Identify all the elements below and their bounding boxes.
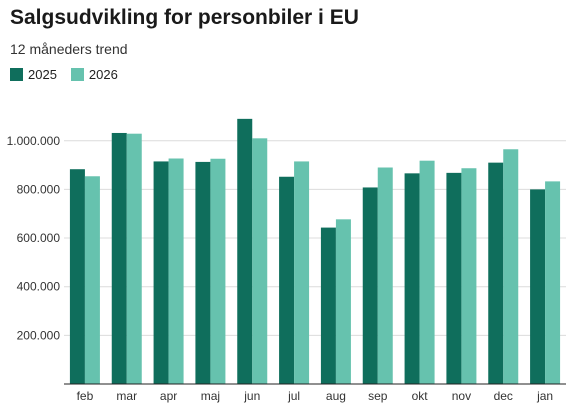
bar-2026-jun [252, 138, 268, 384]
legend-label-2025: 2025 [28, 67, 57, 82]
x-tick-label-maj: maj [201, 389, 220, 403]
bar-2025-apr [153, 161, 169, 384]
bar-2026-jan [545, 181, 561, 384]
x-tick-label-feb: feb [77, 389, 94, 403]
bar-2026-okt [419, 160, 435, 384]
bar-2025-sep [362, 187, 378, 384]
x-tick-label-jan: jan [536, 389, 553, 403]
x-tick-label-jul: jul [287, 389, 300, 403]
chart-subtitle: 12 måneders trend [10, 41, 128, 57]
bar-2025-nov [446, 172, 462, 384]
bars [69, 118, 561, 385]
bar-2025-mar [111, 132, 127, 384]
x-tick-label-sep: sep [368, 389, 388, 403]
x-tick-label-mar: mar [116, 389, 137, 403]
x-tick-label-jun: jun [243, 389, 260, 403]
bar-2026-aug [335, 219, 351, 384]
y-tick-label: 1.000.000 [7, 134, 61, 148]
bar-2025-aug [320, 227, 336, 384]
x-tick-label-nov: nov [452, 389, 471, 403]
bar-2025-jun [237, 118, 253, 385]
bar-2025-feb [69, 169, 85, 384]
axes: 200.000 400.000 600.000 800.000 1.000.000 feb… [7, 134, 566, 403]
y-tick-label: 800.000 [17, 182, 61, 196]
x-tick-label-dec: dec [494, 389, 513, 403]
gridlines [64, 140, 566, 336]
bar-2026-feb [84, 176, 100, 384]
legend-item-2026: 2026 [70, 67, 118, 82]
y-tick-label: 200.000 [17, 328, 61, 342]
x-tick-label-apr: apr [160, 389, 177, 403]
y-tick-label: 400.000 [17, 280, 61, 294]
bar-2025-maj [195, 161, 211, 384]
bar-2025-dec [488, 162, 504, 384]
legend-label-2026: 2026 [88, 67, 118, 82]
bar-2025-jan [530, 189, 546, 384]
bar-2026-jul [294, 161, 310, 384]
x-tick-label-aug: aug [326, 389, 346, 403]
bar-2026-sep [377, 167, 393, 384]
bar-2026-apr [168, 158, 184, 384]
y-tick-label: 600.000 [17, 231, 61, 245]
chart-title: Salgsudvikling for personbiler i EU [10, 6, 359, 29]
bar-2025-jul [279, 176, 295, 384]
legend-item-2025: 2025 [10, 67, 57, 82]
legend-swatch-2025 [10, 68, 23, 81]
legend-swatch-2026 [70, 68, 84, 81]
bar-2026-dec [503, 149, 519, 384]
bar-2025-okt [404, 173, 420, 384]
legend: 2025 2026 [10, 67, 132, 82]
bar-2026-maj [210, 158, 226, 384]
bar-2026-nov [461, 168, 477, 384]
bar-2026-mar [126, 133, 142, 384]
x-tick-label-okt: okt [412, 389, 429, 403]
